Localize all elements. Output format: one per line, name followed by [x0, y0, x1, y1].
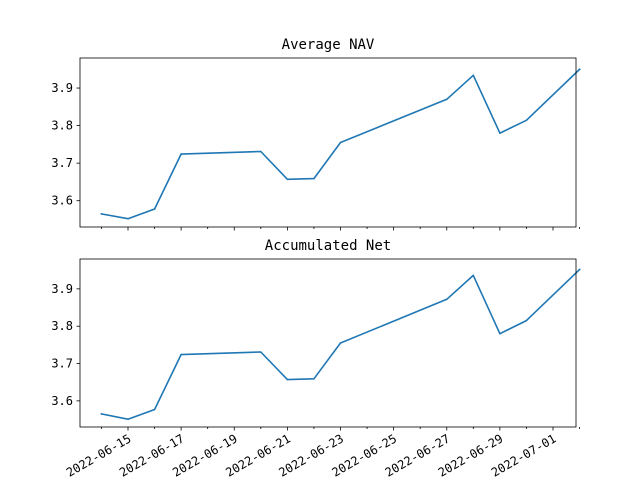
average-nav-data-point	[180, 153, 182, 155]
average-nav-data-point	[472, 74, 475, 77]
accumulated-net-data-point	[100, 413, 103, 415]
accumulated-net-data-point	[472, 274, 475, 277]
average-nav-data-point	[127, 217, 129, 220]
average-nav-data-point	[446, 98, 448, 101]
average-nav-axes-frame	[79, 57, 577, 228]
average-nav-panel: Average NAV 3.6 3.7 3.8 3.9	[51, 37, 581, 231]
accumulated-net-ytick-label: 3.7	[51, 357, 73, 371]
accumulated-net-data-point	[127, 418, 129, 421]
average-nav-data-point	[100, 213, 103, 215]
average-nav-data-point	[313, 177, 315, 180]
average-nav-ytick-label: 3.8	[51, 119, 73, 133]
accumulated-net-ytick-label: 3.9	[51, 282, 73, 296]
accumulated-net-title: Accumulated Net	[265, 238, 391, 254]
accumulated-net-ytick-label: 3.6	[51, 394, 73, 408]
average-nav-title: Average NAV	[282, 37, 375, 53]
average-nav-data-point	[499, 132, 501, 134]
accumulated-net-data-point	[525, 319, 528, 322]
accumulated-net-data-point	[313, 378, 315, 380]
accumulated-net-data-point	[339, 342, 342, 344]
average-nav-data-point	[339, 141, 342, 144]
average-nav-data-point	[286, 178, 289, 181]
accumulated-net-data-point	[153, 408, 156, 411]
average-nav-data-point	[153, 208, 156, 210]
average-nav-data-point	[578, 68, 581, 71]
average-nav-ytick-label: 3.6	[51, 194, 73, 208]
accumulated-net-data-point	[578, 268, 581, 271]
accumulated-net-axes-frame	[79, 258, 577, 428]
accumulated-net-data-point	[260, 351, 262, 353]
accumulated-net-data-point	[446, 298, 448, 301]
accumulated-net-data-point	[499, 332, 501, 335]
accumulated-net-ytick-label: 3.8	[51, 319, 73, 333]
average-nav-ytick-label: 3.9	[51, 81, 73, 95]
accumulated-net-data-point	[286, 378, 289, 381]
accumulated-net-data-point	[180, 353, 182, 356]
average-nav-data-point	[525, 119, 528, 122]
average-nav-data-point	[260, 150, 262, 153]
average-nav-ytick-label: 3.7	[51, 156, 73, 170]
